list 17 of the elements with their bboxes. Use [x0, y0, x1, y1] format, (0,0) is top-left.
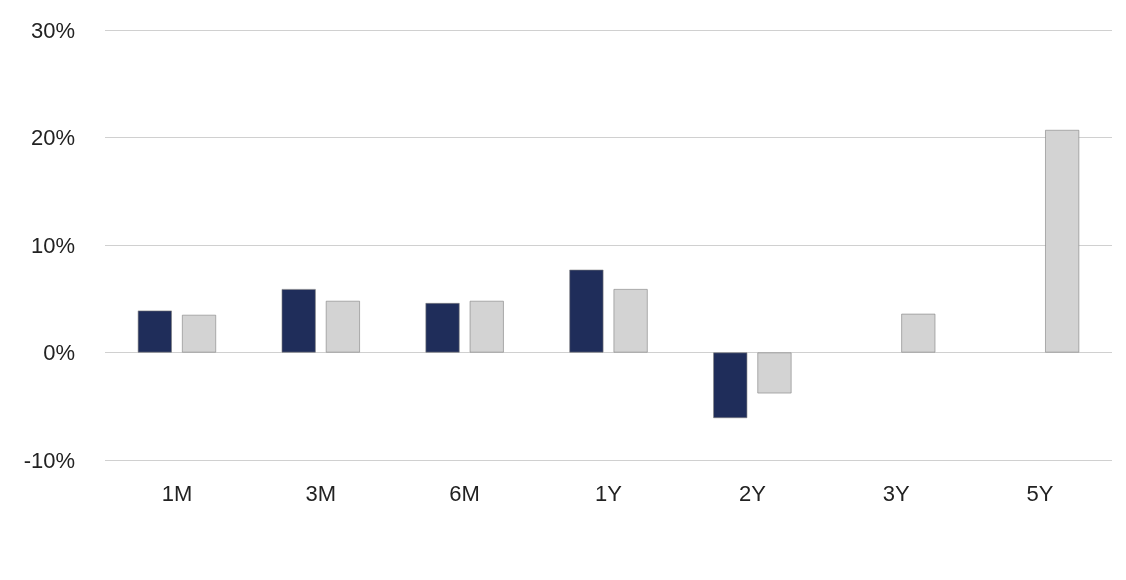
x-tick-label: 5Y: [1026, 480, 1054, 506]
x-tick-label: 6M: [449, 480, 480, 506]
y-tick-label: 10%: [30, 232, 75, 258]
y-tick-label: 30%: [30, 17, 75, 43]
x-tick-label: 2Y: [738, 480, 767, 506]
x-tick-label: 3M: [305, 480, 337, 506]
x-tick-label: 1M: [161, 480, 193, 506]
x-tick-label: 1Y: [595, 480, 623, 506]
bar: [281, 289, 316, 353]
bar: [425, 303, 460, 353]
y-tick-label: -10%: [23, 447, 75, 473]
y-tick-label: 0%: [43, 340, 75, 365]
bar: [569, 269, 604, 353]
x-tick-label: 3Y: [882, 480, 910, 506]
bar: [137, 310, 172, 353]
bar: [713, 352, 748, 419]
y-tick-label: 20%: [30, 125, 75, 150]
